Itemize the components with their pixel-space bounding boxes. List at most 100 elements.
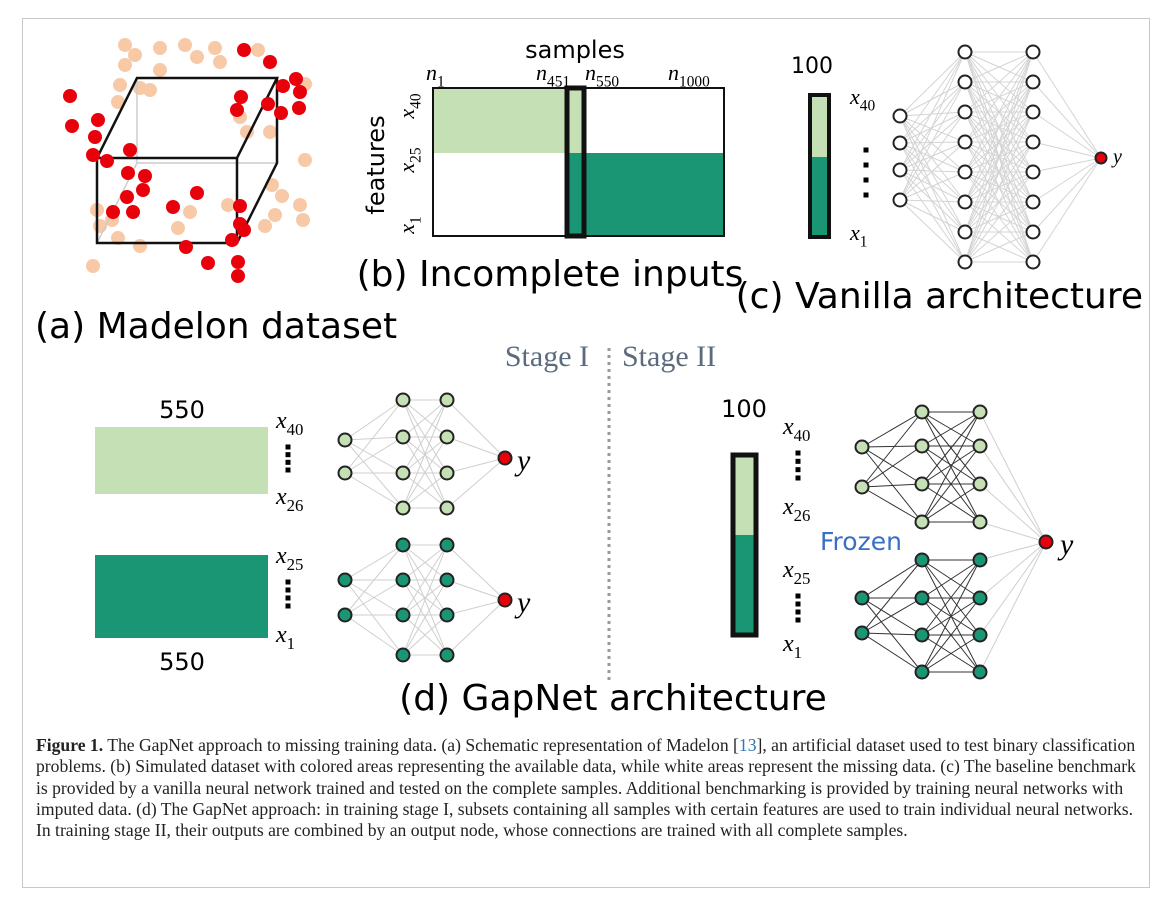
neuron — [974, 592, 987, 605]
data-point — [275, 189, 289, 203]
ellipsis-dot — [286, 596, 291, 601]
math-variable: x — [275, 543, 287, 569]
available-block — [567, 153, 724, 236]
math-variable: x — [782, 494, 794, 520]
connection — [345, 400, 403, 473]
neuron — [916, 516, 929, 529]
math-label: x40 — [849, 84, 875, 115]
neuron — [397, 609, 410, 622]
neuron — [397, 574, 410, 587]
ellipsis-dot — [286, 445, 291, 450]
neuron — [974, 666, 987, 679]
connection — [447, 600, 505, 615]
data-point — [120, 190, 134, 204]
connection — [862, 560, 922, 633]
ellipsis-dot — [286, 460, 291, 465]
neuron — [1040, 536, 1053, 549]
math-subscript: 40 — [794, 426, 811, 445]
data-point — [231, 255, 245, 269]
connection — [345, 440, 403, 508]
math-variable: x — [275, 622, 287, 648]
connection — [900, 142, 965, 143]
connection — [900, 82, 965, 200]
neuron — [339, 467, 352, 480]
caption-label: Figure 1. — [36, 735, 103, 755]
data-point — [234, 90, 248, 104]
neuron — [894, 164, 907, 177]
connection — [1033, 158, 1101, 262]
data-point — [293, 198, 307, 212]
data-point — [276, 79, 290, 93]
math-variable: y — [514, 444, 531, 477]
ellipsis-dot — [286, 588, 291, 593]
neuron — [916, 478, 929, 491]
input-bar — [810, 95, 829, 157]
neuron — [339, 434, 352, 447]
math-subscript: 1 — [408, 216, 425, 224]
connection — [900, 200, 965, 262]
neuron — [441, 502, 454, 515]
ellipsis-dot — [796, 618, 801, 623]
neuron — [959, 256, 972, 269]
neuron — [959, 76, 972, 89]
neuron — [1027, 76, 1040, 89]
math-subscript: 451 — [547, 74, 570, 91]
data-point — [126, 205, 140, 219]
data-point — [213, 55, 227, 69]
data-point — [88, 130, 102, 144]
block-label: 550 — [159, 648, 205, 676]
math-variable: n — [668, 60, 679, 85]
neuron — [856, 441, 869, 454]
neuron — [441, 609, 454, 622]
math-label: x1 — [782, 631, 802, 662]
neuron — [959, 136, 972, 149]
neuron — [856, 592, 869, 605]
math-variable: x — [394, 224, 419, 235]
math-label: y — [1111, 146, 1122, 168]
connection — [447, 600, 505, 655]
neuron — [339, 574, 352, 587]
neuron — [441, 431, 454, 444]
math-subscript: 1 — [860, 234, 868, 251]
ellipsis-dot — [864, 148, 869, 153]
math-subscript: 25 — [794, 569, 811, 588]
math-variable: y — [1111, 146, 1122, 168]
ellipsis-dot — [286, 468, 291, 473]
data-point — [190, 50, 204, 64]
data-point — [183, 205, 197, 219]
math-label: x1 — [275, 622, 295, 653]
math-label: x1 — [394, 216, 425, 234]
data-point — [133, 239, 147, 253]
neuron — [1027, 46, 1040, 59]
citation[interactable]: 13 — [739, 735, 757, 755]
data-point — [179, 240, 193, 254]
neuron — [441, 467, 454, 480]
data-point — [261, 97, 275, 111]
data-point — [118, 58, 132, 72]
data-block — [95, 427, 268, 494]
neuron — [397, 394, 410, 407]
math-variable: y — [1057, 528, 1074, 561]
bar-label: 100 — [791, 54, 833, 79]
complete-block — [567, 88, 584, 153]
math-label: x26 — [275, 484, 303, 515]
data-point — [128, 48, 142, 62]
data-point — [121, 166, 135, 180]
data-point — [292, 101, 306, 115]
data-point — [201, 256, 215, 270]
data-point — [225, 233, 239, 247]
data-point — [230, 103, 244, 117]
math-subscript: 1000 — [679, 74, 710, 91]
math-variable: x — [782, 557, 794, 583]
math-subscript: 26 — [287, 496, 304, 515]
math-variable: x — [782, 414, 794, 440]
neuron — [974, 554, 987, 567]
neuron — [397, 502, 410, 515]
neuron — [894, 137, 907, 150]
data-point — [136, 183, 150, 197]
math-variable: x — [394, 109, 419, 120]
data-point — [65, 119, 79, 133]
data-point — [263, 125, 277, 139]
connection — [447, 400, 505, 458]
math-label: n451 — [536, 60, 570, 91]
